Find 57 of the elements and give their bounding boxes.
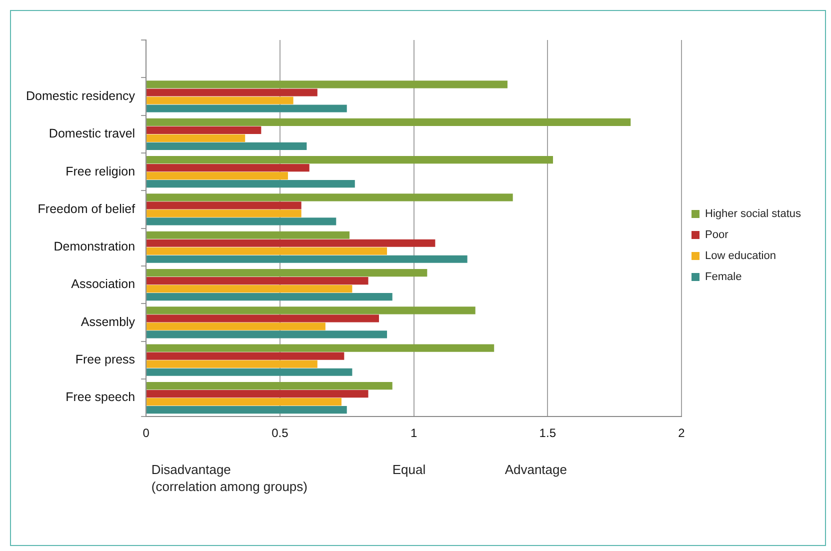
bar <box>146 118 631 126</box>
bar <box>146 398 342 406</box>
bar <box>146 344 494 352</box>
legend-label: Low education <box>705 250 776 262</box>
x-tick-label: 1 <box>410 426 418 440</box>
bar <box>146 142 307 150</box>
bar <box>146 164 310 172</box>
bar <box>146 314 379 322</box>
legend-label: Higher social status <box>705 208 802 220</box>
bar <box>146 126 262 134</box>
bar <box>146 194 513 202</box>
bar <box>146 268 428 277</box>
bar <box>146 292 392 301</box>
bar <box>146 390 368 398</box>
bar <box>146 352 344 360</box>
y-tick-label: Free press <box>75 352 136 367</box>
bar <box>146 284 352 293</box>
y-tick-label: Freedom of belief <box>38 202 136 216</box>
y-tick-label: Domestic travel <box>48 126 136 141</box>
y-tick-label: Free speech <box>66 390 136 404</box>
bar <box>146 180 355 188</box>
bar <box>146 88 318 96</box>
bar <box>146 276 368 285</box>
bar <box>146 406 347 414</box>
x-tick-label: 2 <box>678 426 686 440</box>
y-tick-label: Domestic residency <box>26 88 136 103</box>
bar <box>146 322 326 330</box>
bar <box>146 330 388 338</box>
bar <box>146 172 288 180</box>
y-tick-label: Demonstration <box>54 240 136 254</box>
x-tick-label: 0.5 <box>272 426 289 440</box>
bar <box>146 368 352 376</box>
text: Equal <box>392 460 426 478</box>
legend-label: Female <box>705 271 742 284</box>
bar <box>146 218 336 226</box>
bar <box>146 306 476 314</box>
x-tick-label: 0 <box>142 426 150 440</box>
bar <box>146 382 392 390</box>
bar <box>146 239 436 247</box>
bar <box>146 156 554 164</box>
bar <box>146 104 347 112</box>
bar <box>146 360 318 368</box>
bar <box>146 231 350 239</box>
y-tick-label: Free religion <box>66 164 136 178</box>
y-tick-label: Association <box>71 277 136 292</box>
bar <box>146 134 246 142</box>
bar <box>146 80 508 88</box>
text: Advantage <box>504 460 567 478</box>
bar <box>146 247 388 255</box>
text: Disadvantage (correlation among groups) <box>151 460 308 495</box>
y-tick-label: Assembly <box>80 314 136 329</box>
legend-label: Poor <box>705 229 729 242</box>
x-tick-label: 1.5 <box>539 426 556 440</box>
bar <box>146 255 468 263</box>
bar <box>146 202 302 210</box>
bar <box>146 210 302 218</box>
bar <box>146 96 294 104</box>
